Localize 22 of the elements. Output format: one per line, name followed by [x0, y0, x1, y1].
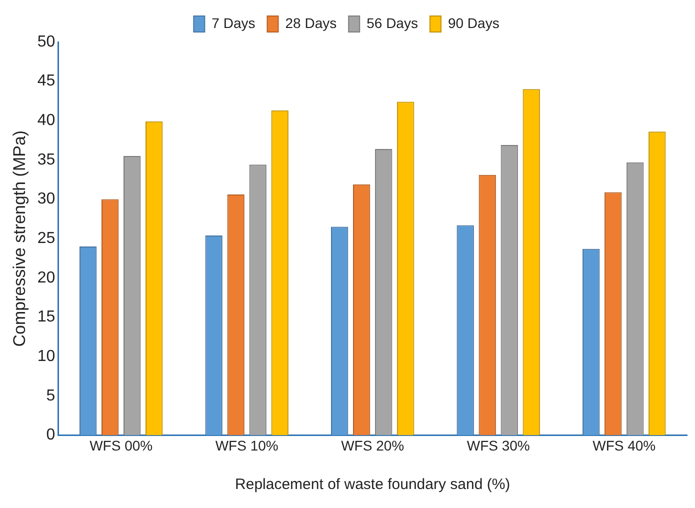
x-axis-title: Replacement of waste foundary sand (%) [235, 476, 510, 494]
y-tick-label: 5 [46, 387, 56, 404]
legend-label: 7 Days [212, 14, 256, 31]
y-tick-label: 10 [37, 348, 56, 365]
y-tick-label: 0 [46, 426, 56, 444]
x-tick-label: WFS 00% [90, 437, 153, 454]
legend-label: 56 Days [366, 14, 418, 31]
x-tick-label: WFS 10% [215, 437, 278, 454]
x-tick-label: WFS 40% [592, 437, 656, 454]
x-tick-label: WFS 20% [341, 437, 404, 454]
y-tick-label: 50 [37, 33, 56, 50]
legend-label: 28 Days [285, 14, 337, 31]
y-tick-label: 30 [37, 190, 56, 208]
y-tick-label: 35 [37, 151, 56, 168]
y-tick-label: 45 [37, 72, 56, 90]
y-tick-label: 15 [37, 308, 56, 326]
x-tick-label: WFS 30% [466, 437, 530, 454]
legend-label: 90 Days [448, 14, 500, 31]
y-axis-title: Compressive strength (MPa) [10, 130, 29, 347]
y-tick-label: 40 [37, 112, 56, 130]
y-tick-label: 20 [37, 269, 56, 286]
y-tick-label: 25 [37, 230, 56, 248]
